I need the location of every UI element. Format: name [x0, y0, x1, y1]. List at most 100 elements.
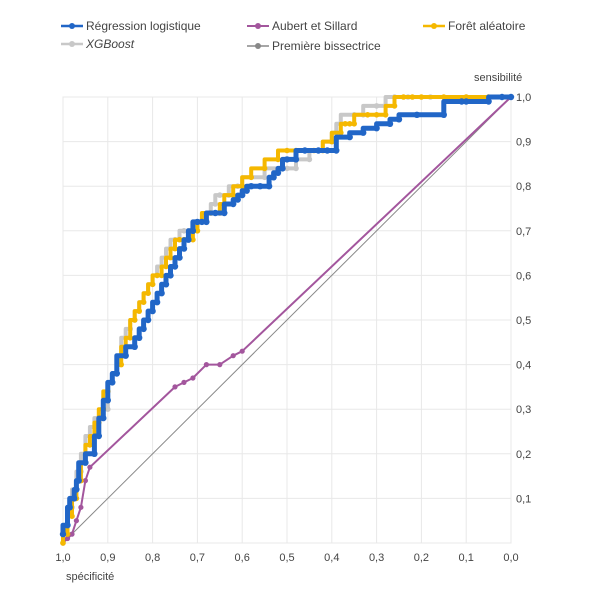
series-point-regression-logistique — [167, 272, 174, 279]
series-layer — [59, 93, 515, 546]
series-point-regression-logistique — [136, 334, 143, 341]
series-point-foret-aleatoire — [382, 112, 389, 118]
series-regression-logistique — [59, 93, 515, 538]
series-point-regression-logistique — [239, 191, 246, 199]
series-point-regression-logistique — [153, 299, 161, 306]
series-point-foret-aleatoire — [275, 156, 281, 163]
series-point-foret-aleatoire — [176, 236, 183, 243]
series-point-regression-logistique — [212, 209, 219, 217]
legend-swatch-regression-logistique — [61, 23, 83, 29]
series-point-foret-aleatoire — [418, 94, 425, 100]
x-tick-label: 0,6 — [235, 552, 250, 564]
legend-label-xgboost: XGBoost — [86, 37, 135, 51]
series-point-aubert-et-sillard — [78, 504, 84, 510]
series-point-foret-aleatoire — [329, 138, 335, 145]
series-point-foret-aleatoire — [64, 531, 71, 537]
legend-label-premiere-bissectrice: Première bissectrice — [272, 39, 381, 53]
series-point-regression-logistique — [301, 147, 309, 154]
series-point-regression-logistique — [122, 352, 129, 359]
legend-label-regression-logistique: Régression logistique — [86, 19, 201, 33]
series-line-foret-aleatoire — [61, 95, 511, 543]
series-point-xgboost — [217, 192, 223, 198]
series-point-regression-logistique — [315, 147, 322, 154]
series-point-xgboost — [181, 228, 187, 234]
series-point-regression-logistique — [64, 522, 71, 529]
series-point-foret-aleatoire — [158, 272, 165, 279]
series-point-regression-logistique — [440, 111, 447, 119]
series-point-foret-aleatoire — [248, 174, 254, 181]
series-point-regression-logistique — [498, 93, 506, 101]
series-point-foret-aleatoire — [338, 129, 344, 136]
legend-swatch-premiere-bissectrice — [247, 43, 269, 49]
grid — [62, 96, 512, 544]
series-point-regression-logistique — [73, 486, 80, 493]
series-point-regression-logistique — [71, 495, 78, 502]
series-point-regression-logistique — [149, 307, 156, 315]
series-point-regression-logistique — [176, 254, 183, 261]
series-point-foret-aleatoire — [127, 335, 133, 341]
series-point-regression-logistique — [194, 218, 201, 226]
series-point-regression-logistique — [203, 218, 210, 226]
series-point-foret-aleatoire — [346, 121, 353, 127]
y-tick-label: 0,8 — [516, 181, 531, 193]
y-tick-label: 0,5 — [516, 315, 531, 327]
series-point-regression-logistique — [270, 174, 277, 181]
series-point-regression-logistique — [243, 187, 250, 194]
series-point-regression-logistique — [373, 125, 380, 132]
series-point-regression-logistique — [104, 397, 112, 404]
legend-swatch-aubert-et-sillard — [247, 23, 269, 29]
series-point-regression-logistique — [248, 183, 255, 190]
series-point-regression-logistique — [189, 227, 197, 234]
series-point-foret-aleatoire — [239, 183, 245, 189]
tick-labels: 1,0 0,9 0,8 0,7 0,6 0,5 0,4 0,3 0,2 0,1 0,0 0,1 0,2 0… — [55, 92, 531, 564]
x-tick-label: 0,8 — [145, 552, 160, 564]
series-point-foret-aleatoire — [409, 94, 416, 100]
legend-swatch-xgboost — [61, 41, 83, 47]
series-point-foret-aleatoire — [154, 272, 160, 279]
series-point-foret-aleatoire — [364, 112, 371, 118]
series-point-foret-aleatoire — [167, 254, 174, 261]
series-point-regression-logistique — [82, 459, 89, 466]
series-point-aubert-et-sillard — [217, 362, 223, 368]
series-point-aubert-et-sillard — [87, 464, 93, 470]
x-tick-label: 0,7 — [190, 552, 205, 564]
x-tick-label: 0,9 — [100, 552, 115, 564]
series-point-foret-aleatoire — [230, 192, 236, 198]
series-point-regression-logistique — [324, 147, 331, 154]
y-tick-label: 0,3 — [516, 404, 531, 416]
series-point-aubert-et-sillard — [203, 362, 209, 368]
y-tick-label: 0,7 — [516, 226, 531, 238]
series-point-regression-logistique — [485, 98, 492, 105]
series-point-regression-logistique — [59, 530, 67, 538]
series-point-regression-logistique — [360, 129, 367, 136]
series-point-regression-logistique — [91, 450, 98, 457]
series-point-regression-logistique — [140, 325, 147, 333]
series-point-aubert-et-sillard — [190, 375, 196, 381]
series-point-regression-logistique — [109, 379, 116, 386]
series-point-xgboost — [373, 103, 380, 109]
series-point-xgboost — [105, 406, 111, 413]
series-point-regression-logistique — [198, 218, 206, 226]
series-point-regression-logistique — [100, 414, 107, 422]
series-point-foret-aleatoire — [190, 236, 196, 243]
series-point-foret-aleatoire — [118, 361, 124, 368]
series-point-regression-logistique — [230, 200, 237, 208]
series-point-regression-logistique — [265, 183, 273, 190]
series-point-foret-aleatoire — [441, 94, 447, 100]
series-point-aubert-et-sillard — [172, 384, 178, 390]
series-point-regression-logistique — [386, 120, 394, 128]
series-point-regression-logistique — [458, 98, 465, 105]
series-point-foret-aleatoire — [149, 281, 156, 288]
series-point-regression-logistique — [234, 196, 241, 203]
series-point-foret-aleatoire — [131, 317, 138, 323]
series-point-regression-logistique — [283, 156, 291, 163]
x-tick-label: 1,0 — [55, 552, 70, 564]
series-point-regression-logistique — [185, 236, 192, 243]
series-point-regression-logistique — [180, 245, 188, 252]
series-point-regression-logistique — [507, 93, 515, 101]
series-point-aubert-et-sillard — [82, 478, 88, 484]
y-tick-label: 0,6 — [516, 270, 531, 282]
series-point-foret-aleatoire — [351, 121, 358, 127]
series-point-regression-logistique — [158, 290, 165, 297]
